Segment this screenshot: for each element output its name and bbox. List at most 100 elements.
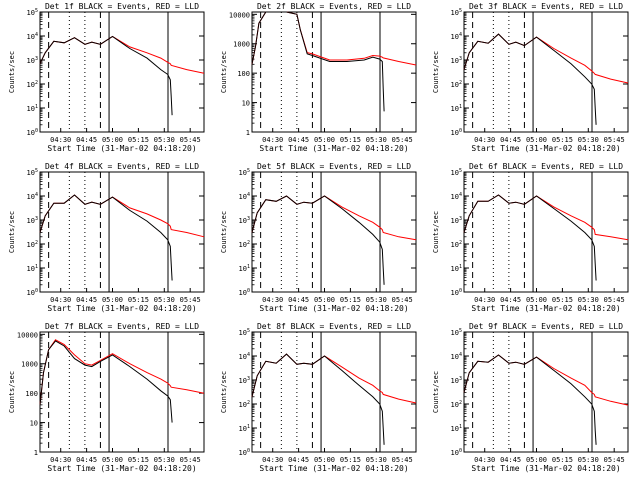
y-axis-label: Counts/sec — [220, 211, 228, 253]
x-tick-label: 05:45 — [604, 296, 625, 304]
x-tick-label: 05:00 — [102, 456, 123, 464]
y-tick-label: 103 — [27, 56, 38, 65]
y-tick-label: 103 — [239, 376, 250, 385]
panel-title: Det 5f BLACK = Events, RED = LLD — [257, 162, 411, 171]
x-tick-label: 05:00 — [102, 296, 123, 304]
x-tick-label: 04:45 — [288, 136, 309, 144]
x-tick-label: 05:15 — [340, 136, 361, 144]
y-tick-label: 101 — [451, 424, 462, 433]
x-tick-label: 04:45 — [76, 296, 97, 304]
y-tick-label: 100 — [451, 448, 462, 457]
y-tick-label: 103 — [451, 56, 462, 65]
y-tick-label: 10 — [30, 420, 38, 428]
y-axis-label: Counts/sec — [8, 371, 16, 413]
y-tick-label: 100 — [27, 288, 38, 297]
x-tick-label: 04:30 — [262, 136, 283, 144]
x-axis-label: Start Time (31-Mar-02 04:18:20) — [259, 144, 408, 153]
x-tick-label: 04:45 — [500, 296, 521, 304]
y-tick-label: 102 — [239, 400, 250, 409]
y-tick-label: 102 — [451, 240, 462, 249]
y-tick-label: 100 — [239, 448, 250, 457]
y-tick-label: 10000 — [229, 11, 250, 19]
y-tick-label: 100 — [239, 288, 250, 297]
y-axis-label: Counts/sec — [432, 211, 440, 253]
y-tick-label: 101 — [27, 104, 38, 113]
x-tick-label: 05:00 — [314, 136, 335, 144]
x-tick-label: 05:15 — [340, 456, 361, 464]
x-tick-label: 04:45 — [500, 456, 521, 464]
x-tick-label: 05:00 — [314, 296, 335, 304]
plot-frame — [251, 11, 417, 133]
x-tick-label: 04:30 — [262, 296, 283, 304]
x-tick-label: 05:45 — [180, 296, 201, 304]
y-tick-label: 104 — [239, 192, 250, 201]
y-tick-label: 104 — [451, 352, 462, 361]
y-tick-label: 102 — [451, 400, 462, 409]
x-tick-label: 05:15 — [340, 296, 361, 304]
panel-det-2: Det 2f BLACK = Events, RED = LLD 1 10 100 10… — [220, 2, 417, 153]
y-tick-label: 101 — [451, 104, 462, 113]
x-tick-label: 05:30 — [154, 136, 175, 144]
events-series-line — [463, 354, 597, 445]
panel-det-7: Det 7f BLACK = Events, RED = LLD 1 10 100 10… — [8, 322, 205, 473]
events-series-line — [39, 340, 173, 423]
y-tick-label: 105 — [239, 168, 250, 177]
x-tick-label: 04:30 — [474, 296, 495, 304]
panel-det-6: Det 6f BLACK = Events, RED = LLD 100 101 10… — [432, 162, 629, 313]
y-tick-label: 103 — [451, 376, 462, 385]
y-tick-label: 104 — [27, 192, 38, 201]
x-axis-label: Start Time (31-Mar-02 04:18:20) — [471, 464, 620, 473]
x-tick-label: 05:15 — [128, 456, 149, 464]
x-tick-label: 05:15 — [552, 136, 573, 144]
y-tick-label: 105 — [451, 328, 462, 337]
events-series-line — [251, 353, 385, 445]
y-tick-label: 100 — [25, 390, 38, 398]
x-tick-label: 05:30 — [154, 296, 175, 304]
x-tick-label: 05:30 — [578, 296, 599, 304]
y-tick-label: 105 — [451, 8, 462, 17]
y-tick-label: 101 — [239, 264, 250, 273]
events-series-line — [251, 195, 385, 285]
x-tick-label: 04:30 — [50, 136, 71, 144]
panel-det-9: Det 9f BLACK = Events, RED = LLD 100 101 10… — [432, 322, 629, 473]
events-series-line — [39, 35, 173, 116]
plot-frame — [463, 11, 629, 133]
y-tick-label: 102 — [239, 240, 250, 249]
x-tick-label: 04:45 — [76, 456, 97, 464]
x-tick-label: 05:00 — [102, 136, 123, 144]
x-tick-label: 05:45 — [392, 456, 413, 464]
y-tick-label: 104 — [451, 192, 462, 201]
y-tick-label: 104 — [239, 352, 250, 361]
panel-title: Det 9f BLACK = Events, RED = LLD — [469, 322, 623, 331]
x-tick-label: 05:45 — [180, 456, 201, 464]
x-axis-label: Start Time (31-Mar-02 04:18:20) — [47, 144, 196, 153]
y-tick-label: 102 — [451, 80, 462, 89]
y-axis-label: Counts/sec — [220, 51, 228, 93]
panel-title: Det 3f BLACK = Events, RED = LLD — [469, 2, 623, 11]
x-tick-label: 05:30 — [366, 136, 387, 144]
y-tick-label: 102 — [27, 80, 38, 89]
x-axis-label: Start Time (31-Mar-02 04:18:20) — [47, 464, 196, 473]
x-tick-label: 05:30 — [578, 456, 599, 464]
panel-title: Det 2f BLACK = Events, RED = LLD — [257, 2, 411, 11]
x-tick-label: 05:45 — [604, 136, 625, 144]
x-tick-label: 04:30 — [50, 456, 71, 464]
plot-frame — [251, 331, 417, 453]
x-tick-label: 05:45 — [392, 136, 413, 144]
panel-det-8: Det 8f BLACK = Events, RED = LLD 100 101 10… — [220, 322, 417, 473]
y-tick-label: 103 — [27, 216, 38, 225]
panel-title: Det 8f BLACK = Events, RED = LLD — [257, 322, 411, 331]
x-axis-label: Start Time (31-Mar-02 04:18:20) — [259, 464, 408, 473]
events-series-line — [463, 33, 597, 125]
y-axis-label: Counts/sec — [220, 371, 228, 413]
panel-title: Det 1f BLACK = Events, RED = LLD — [45, 2, 199, 11]
x-tick-label: 05:15 — [552, 456, 573, 464]
x-tick-label: 05:30 — [366, 456, 387, 464]
x-tick-label: 04:30 — [474, 136, 495, 144]
y-tick-label: 1 — [34, 449, 38, 457]
events-series-line — [251, 11, 385, 112]
panel-title: Det 4f BLACK = Events, RED = LLD — [45, 162, 199, 171]
x-axis-label: Start Time (31-Mar-02 04:18:20) — [471, 304, 620, 313]
y-tick-label: 1000 — [21, 361, 38, 369]
